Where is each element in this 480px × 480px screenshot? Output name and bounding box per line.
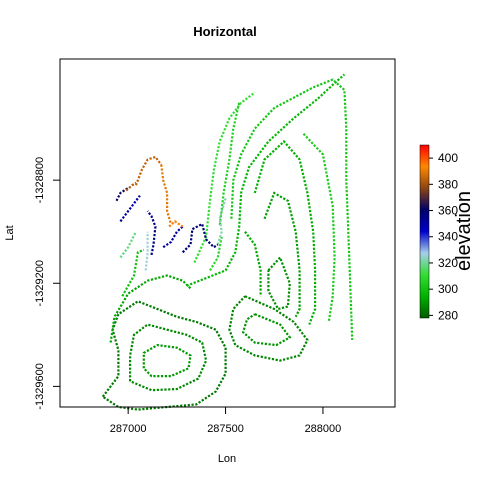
x-axis: 287000 287500 288000 bbox=[110, 407, 341, 435]
contour-line-22 bbox=[148, 211, 156, 255]
colorbar-tick-label: 300 bbox=[438, 282, 458, 296]
colorbar-tick-label: 400 bbox=[438, 151, 458, 165]
contour-line-25 bbox=[163, 227, 183, 248]
contour-line-4 bbox=[229, 296, 307, 360]
contour-line-8 bbox=[187, 75, 345, 286]
contour-line-2 bbox=[130, 325, 206, 391]
contour-line-12 bbox=[265, 193, 300, 317]
contour-line-16 bbox=[220, 103, 240, 227]
x-tick-label: 287500 bbox=[207, 423, 244, 435]
colorbar bbox=[420, 145, 429, 318]
y-axis: -1328800 -1329200 -1329600 bbox=[34, 157, 60, 410]
y-tick-label: -1328800 bbox=[34, 157, 46, 204]
contour-line-1 bbox=[103, 301, 226, 409]
y-tick-label: -1329600 bbox=[34, 363, 46, 410]
x-tick-label: 288000 bbox=[305, 423, 342, 435]
y-tick-label: -1329200 bbox=[34, 260, 46, 307]
y-axis-label: Lat bbox=[4, 225, 16, 240]
contour-plot-marks bbox=[103, 75, 352, 410]
contour-line-14 bbox=[245, 232, 261, 297]
contour-line-10 bbox=[304, 134, 335, 322]
contour-line-20 bbox=[146, 232, 148, 271]
contour-line-29 bbox=[126, 183, 136, 191]
contour-line-3 bbox=[144, 345, 191, 376]
x-axis-label: Lon bbox=[218, 453, 236, 465]
colorbar-tick-label: 380 bbox=[438, 177, 458, 191]
contour-line-27 bbox=[161, 165, 171, 224]
contour-line-7 bbox=[122, 250, 144, 296]
x-tick-label: 287000 bbox=[110, 423, 147, 435]
contour-line-21 bbox=[120, 196, 139, 222]
contour-line-11 bbox=[255, 142, 315, 325]
contour-line-19 bbox=[120, 232, 136, 258]
contour-line-13 bbox=[268, 258, 289, 310]
chart-title: Horizontal bbox=[193, 24, 257, 39]
colorbar-tick-label: 280 bbox=[438, 308, 458, 322]
contour-line-26 bbox=[136, 157, 161, 185]
colorbar-title: elevation bbox=[453, 191, 475, 271]
contour-line-17 bbox=[210, 237, 222, 271]
contour-line-5 bbox=[243, 314, 290, 345]
